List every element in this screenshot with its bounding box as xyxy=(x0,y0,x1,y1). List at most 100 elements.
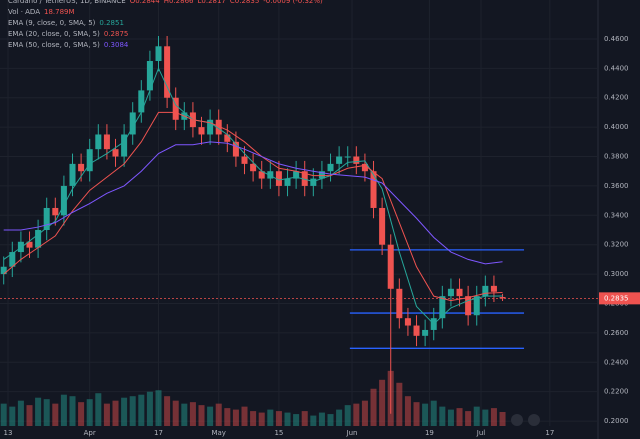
candle-body xyxy=(43,207,50,231)
candle-body xyxy=(112,149,119,157)
volume-bar xyxy=(318,412,325,426)
header-text: O0.2844 xyxy=(130,0,161,5)
volume-value: 18.789M xyxy=(44,8,75,16)
legend-name: EMA (20, close, 0, SMA, 5) xyxy=(8,30,100,38)
x-tick-label: 13 xyxy=(4,429,13,437)
icon[interactable] xyxy=(528,414,540,426)
header-text: Cardano / TetherUS, 1D, BINANCE xyxy=(8,0,126,5)
candle-body xyxy=(52,207,59,216)
volume-bar xyxy=(310,415,317,426)
y-tick-label: 0.2000 xyxy=(604,417,629,425)
candle-body xyxy=(78,163,85,172)
candle-body xyxy=(447,288,454,297)
candle-body xyxy=(95,134,102,150)
candle-body xyxy=(361,163,368,172)
volume-bar xyxy=(43,399,50,426)
volume-bar xyxy=(224,408,231,426)
volume-bar xyxy=(232,409,239,426)
ema-line xyxy=(3,67,503,325)
volume-bar xyxy=(121,397,128,426)
x-tick-label: 15 xyxy=(274,429,283,437)
volume-bar xyxy=(207,406,214,426)
volume-bar xyxy=(9,406,16,426)
header-text: H0.2866 xyxy=(164,0,194,5)
volume-bar xyxy=(103,403,110,426)
volume-name: Vol · ADA xyxy=(8,8,40,16)
candle-body xyxy=(164,46,171,98)
candle-body xyxy=(413,325,420,336)
candle-body xyxy=(465,296,472,316)
candle-body xyxy=(387,244,394,289)
volume-bar xyxy=(112,400,119,426)
volume-bar xyxy=(17,400,24,426)
volume-bar xyxy=(336,409,343,426)
icon[interactable] xyxy=(511,414,523,426)
candle-body xyxy=(121,134,128,157)
candle-body xyxy=(422,329,429,336)
x-tick-label: 17 xyxy=(545,429,554,437)
candle-body xyxy=(456,288,463,297)
candle-body xyxy=(207,119,214,135)
volume-bar xyxy=(430,400,437,426)
volume-bar xyxy=(52,403,59,426)
candle-body xyxy=(35,230,42,248)
volume-bar xyxy=(155,390,162,426)
candle-body xyxy=(404,318,411,326)
volume-bar xyxy=(189,402,196,426)
candle-body xyxy=(241,156,248,164)
candle-body xyxy=(9,252,16,267)
volume-bar xyxy=(404,396,411,426)
candle-body xyxy=(396,288,403,319)
legend-name: EMA (50, close, 0, SMA, 5) xyxy=(8,41,100,49)
price-label-box xyxy=(599,292,640,305)
volume-bar xyxy=(69,396,76,426)
volume-bar xyxy=(181,403,188,426)
candle-body xyxy=(275,171,282,186)
candle-body xyxy=(293,171,300,179)
x-tick-label: Apr xyxy=(84,429,96,437)
candle-body xyxy=(318,171,325,179)
legend-value: 0.2875 xyxy=(104,30,129,38)
y-tick-label: 0.3600 xyxy=(604,182,629,190)
candle-body xyxy=(250,163,257,172)
volume-bar xyxy=(482,409,489,426)
volume-bar xyxy=(353,403,360,426)
volume-bar xyxy=(78,402,85,426)
candle-body xyxy=(439,296,446,319)
volume-bar xyxy=(413,402,420,426)
header-text: C0.2835 xyxy=(230,0,259,5)
candle-body xyxy=(103,134,110,150)
volume-bar xyxy=(293,414,300,426)
header-text: -0.0009 (-0.32%) xyxy=(263,0,323,5)
volume-bar xyxy=(275,411,282,426)
x-tick-label: 19 xyxy=(425,429,434,437)
x-tick-label: 17 xyxy=(154,429,163,437)
volume-bar xyxy=(86,399,93,426)
ema-line xyxy=(3,111,503,302)
volume-bar xyxy=(379,379,386,426)
candle-body xyxy=(490,285,497,292)
candle-body xyxy=(267,171,274,179)
candle-body xyxy=(379,207,386,245)
volume-bar xyxy=(172,400,179,426)
legend-value: 0.2851 xyxy=(99,19,124,27)
volume-bar xyxy=(215,403,222,426)
volume-bar xyxy=(456,408,463,426)
y-tick-label: 0.3400 xyxy=(604,211,629,219)
volume-bar xyxy=(447,409,454,426)
candle-body xyxy=(370,171,377,208)
price-label: 0.2835 xyxy=(604,294,629,302)
candle-body xyxy=(138,90,145,113)
y-tick-label: 0.2600 xyxy=(604,329,629,337)
candle-body xyxy=(17,241,24,253)
volume-bar xyxy=(241,406,248,426)
candle-body xyxy=(60,185,67,216)
volume-bar xyxy=(146,391,153,426)
y-tick-label: 0.3200 xyxy=(604,241,629,249)
volume-bar xyxy=(327,414,334,426)
candle-body xyxy=(344,156,351,158)
candle-body xyxy=(69,163,76,186)
candle-body xyxy=(499,297,506,299)
volume-bar xyxy=(138,394,145,426)
